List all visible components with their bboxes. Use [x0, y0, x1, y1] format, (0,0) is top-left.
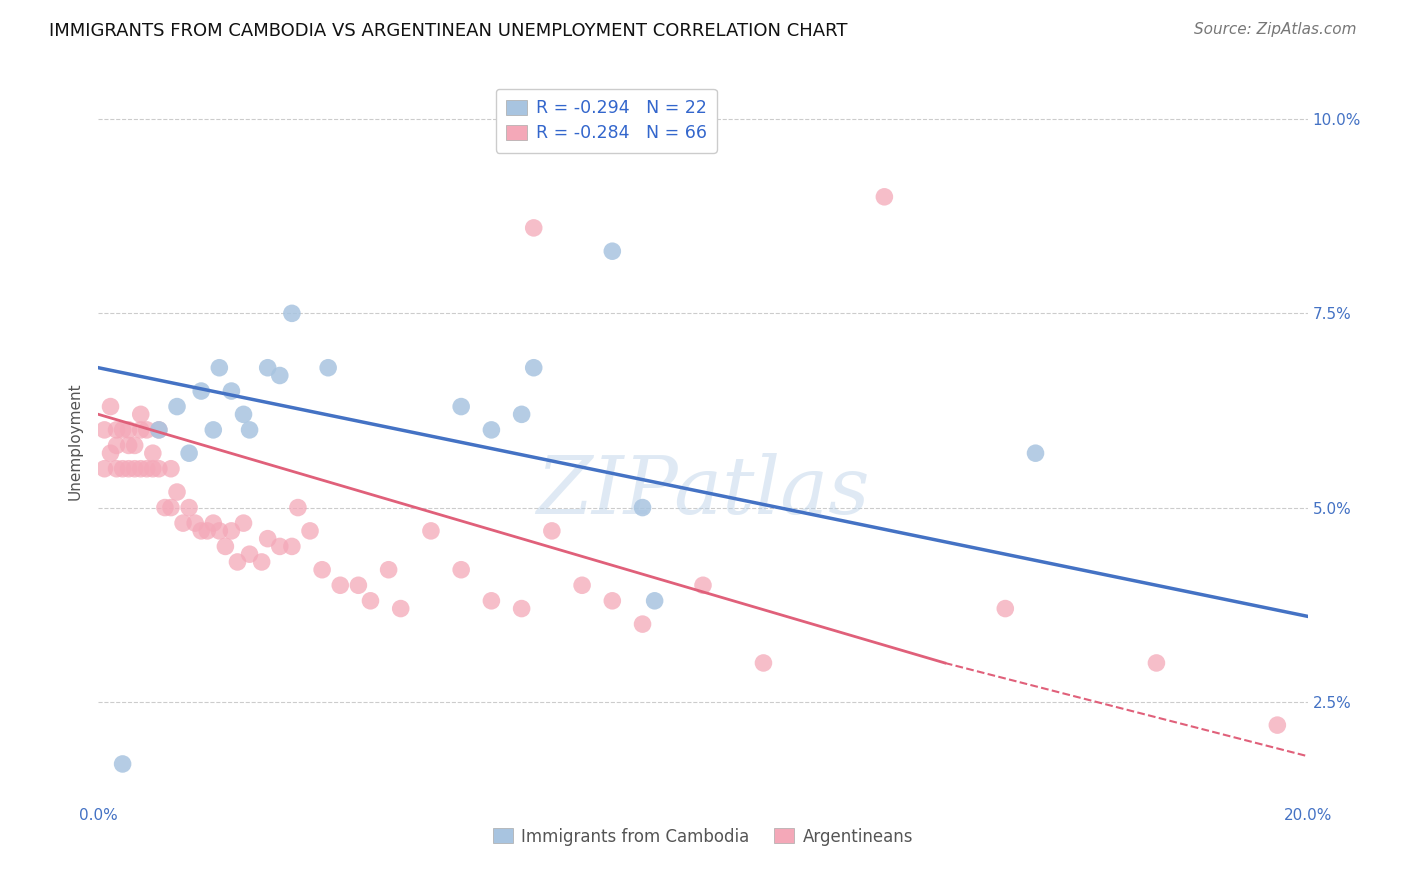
Point	[281, 306, 304, 320]
Point	[232, 516, 254, 530]
Point	[602, 594, 624, 608]
Point	[166, 400, 188, 414]
Point	[160, 461, 183, 475]
Point	[256, 532, 278, 546]
Point	[450, 563, 472, 577]
Point	[1024, 446, 1046, 460]
Point	[692, 578, 714, 592]
Point	[100, 400, 122, 414]
Text: Source: ZipAtlas.com: Source: ZipAtlas.com	[1194, 22, 1357, 37]
Point	[540, 524, 562, 538]
Point	[129, 461, 152, 475]
Point	[360, 594, 382, 608]
Point	[202, 423, 225, 437]
Y-axis label: Unemployment: Unemployment	[67, 383, 83, 500]
Point	[299, 524, 322, 538]
Point	[142, 461, 165, 475]
Point	[118, 438, 141, 452]
Point	[510, 408, 533, 422]
Legend: Immigrants from Cambodia, Argentineans: Immigrants from Cambodia, Argentineans	[486, 821, 920, 852]
Point	[571, 578, 593, 592]
Point	[111, 756, 134, 771]
Point	[100, 446, 122, 460]
Point	[153, 500, 176, 515]
Point	[644, 594, 666, 608]
Point	[602, 244, 624, 259]
Point	[269, 368, 291, 383]
Point	[226, 555, 249, 569]
Point	[172, 516, 194, 530]
Point	[214, 540, 236, 554]
Point	[481, 423, 503, 437]
Point	[239, 423, 262, 437]
Point	[347, 578, 370, 592]
Point	[287, 500, 309, 515]
Point	[523, 360, 546, 375]
Point	[93, 461, 115, 475]
Point	[184, 516, 207, 530]
Point	[142, 446, 165, 460]
Point	[329, 578, 352, 592]
Point	[148, 423, 170, 437]
Point	[752, 656, 775, 670]
Point	[111, 461, 134, 475]
Point	[1144, 656, 1167, 670]
Point	[190, 524, 212, 538]
Point	[523, 220, 546, 235]
Point	[135, 461, 157, 475]
Point	[420, 524, 443, 538]
Point	[481, 594, 503, 608]
Point	[269, 540, 291, 554]
Point	[93, 423, 115, 437]
Point	[148, 461, 170, 475]
Point	[311, 563, 333, 577]
Point	[221, 384, 243, 398]
Point	[190, 384, 212, 398]
Text: ZIPatlas: ZIPatlas	[536, 453, 870, 531]
Point	[1267, 718, 1289, 732]
Point	[148, 423, 170, 437]
Point	[389, 601, 412, 615]
Point	[316, 360, 339, 375]
Point	[202, 516, 225, 530]
Point	[208, 524, 231, 538]
Point	[631, 617, 654, 632]
Point	[105, 461, 128, 475]
Point	[135, 423, 157, 437]
Point	[631, 500, 654, 515]
Point	[129, 408, 152, 422]
Point	[105, 423, 128, 437]
Point	[105, 438, 128, 452]
Point	[179, 500, 201, 515]
Point	[281, 540, 304, 554]
Point	[124, 461, 146, 475]
Point	[239, 547, 262, 561]
Point	[118, 461, 141, 475]
Point	[118, 423, 141, 437]
Point	[450, 400, 472, 414]
Point	[256, 360, 278, 375]
Point	[166, 485, 188, 500]
Point	[232, 408, 254, 422]
Point	[873, 190, 896, 204]
Point	[377, 563, 399, 577]
Point	[129, 423, 152, 437]
Point	[179, 446, 201, 460]
Point	[124, 438, 146, 452]
Point	[994, 601, 1017, 615]
Point	[208, 360, 231, 375]
Point	[160, 500, 183, 515]
Point	[221, 524, 243, 538]
Point	[510, 601, 533, 615]
Point	[195, 524, 218, 538]
Point	[250, 555, 273, 569]
Point	[111, 423, 134, 437]
Text: IMMIGRANTS FROM CAMBODIA VS ARGENTINEAN UNEMPLOYMENT CORRELATION CHART: IMMIGRANTS FROM CAMBODIA VS ARGENTINEAN …	[49, 22, 848, 40]
